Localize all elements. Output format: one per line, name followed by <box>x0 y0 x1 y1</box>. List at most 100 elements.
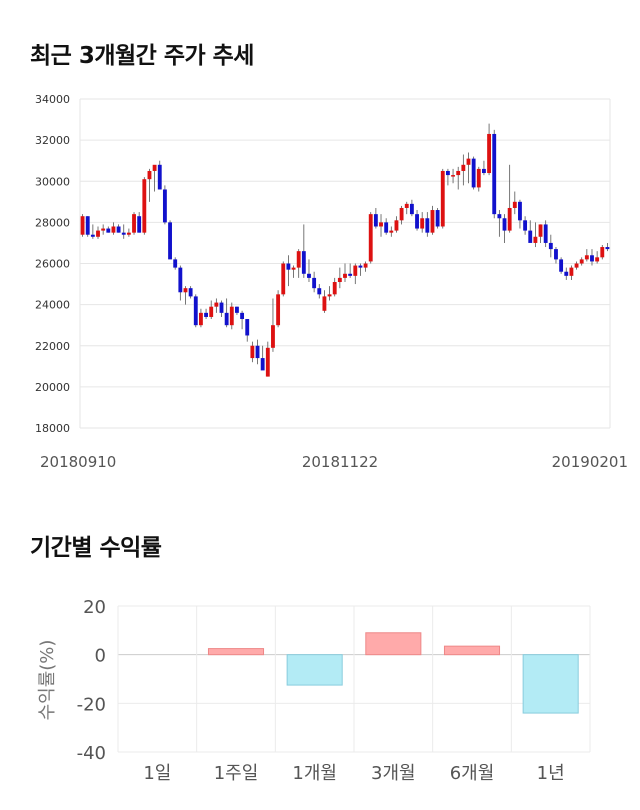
candle-body <box>296 251 301 268</box>
candle-body <box>358 265 363 268</box>
candle-body <box>245 319 250 336</box>
candlestick-y-tick-label: 18000 <box>35 422 70 435</box>
candle-body <box>183 288 188 293</box>
candle <box>188 286 193 299</box>
candle-body <box>307 273 311 278</box>
candle <box>461 154 466 186</box>
candle-body <box>142 179 147 233</box>
candle <box>271 298 275 352</box>
candle <box>240 310 245 330</box>
candle-body <box>538 224 543 237</box>
candle-body <box>399 207 404 221</box>
candle-body <box>224 312 229 326</box>
candle <box>198 308 203 328</box>
candle-body <box>368 214 373 262</box>
returns-x-tick-label: 6개월 <box>450 763 495 784</box>
candle-body <box>209 306 214 317</box>
candle-body <box>265 347 270 377</box>
candle <box>152 164 157 192</box>
candle-body <box>435 210 440 227</box>
candlestick-y-tick-label: 28000 <box>35 216 70 229</box>
candle <box>394 216 399 233</box>
candlestick-y-tick-label: 22000 <box>35 340 70 353</box>
candle-body <box>337 277 342 283</box>
candle <box>126 228 131 237</box>
candle-body <box>111 226 116 233</box>
candle-body <box>332 282 337 295</box>
candle-body <box>394 220 399 231</box>
candle-body <box>193 296 198 326</box>
candle <box>533 222 538 248</box>
returns-x-tick-label: 1개월 <box>292 763 337 784</box>
candle-body <box>451 175 455 177</box>
returns-y-axis-label: 수익률(%) <box>37 640 58 721</box>
returns-x-tick-label: 1년 <box>537 763 565 784</box>
candle <box>337 267 342 289</box>
candle <box>595 251 600 264</box>
candle <box>327 286 332 301</box>
candle <box>569 265 574 280</box>
candle-body <box>430 210 435 233</box>
candle-body <box>564 271 569 276</box>
candle <box>415 210 419 231</box>
candle <box>322 290 327 313</box>
candle-body <box>425 218 430 233</box>
candle <box>507 164 512 233</box>
candle-body <box>327 294 332 297</box>
candle <box>512 191 517 215</box>
candle <box>548 234 553 258</box>
candlestick-y-tick-label: 20000 <box>35 381 70 394</box>
candle <box>281 261 286 297</box>
candle-body <box>404 203 409 208</box>
candle-body <box>312 277 317 289</box>
candle-body <box>271 325 275 348</box>
candle <box>85 216 90 237</box>
candle <box>312 271 317 293</box>
candle-body <box>219 302 224 313</box>
candle-body <box>188 288 193 297</box>
candle <box>80 214 85 237</box>
candle-body <box>121 232 126 235</box>
returns-bar <box>207 648 265 656</box>
candle <box>528 220 533 243</box>
candle-body <box>543 224 548 243</box>
returns-y-tick-label: -40 <box>77 743 106 764</box>
candle-body <box>106 228 111 233</box>
candle-body <box>301 251 306 274</box>
candle <box>291 265 296 278</box>
candle <box>404 201 409 215</box>
candle-body <box>384 222 389 233</box>
candle <box>162 185 167 225</box>
candlestick-chart-title: 최근 3개월간 주가 추세 <box>30 43 254 69</box>
candle-body <box>533 236 538 243</box>
candle <box>265 341 270 377</box>
candle <box>90 224 95 239</box>
candle-body <box>317 288 322 295</box>
candle-body <box>574 263 579 268</box>
candle <box>590 249 594 266</box>
candle <box>214 298 219 313</box>
candle-body <box>147 170 152 180</box>
candlestick-y-tick-label: 32000 <box>35 134 70 147</box>
candle-body <box>482 168 486 174</box>
candle-body <box>409 203 414 215</box>
returns-chart-title: 기간별 수익률 <box>30 535 162 561</box>
returns-bar <box>522 654 579 714</box>
candlestick-y-tick-label: 34000 <box>35 93 70 106</box>
candle-body <box>178 267 183 293</box>
candle-body <box>126 232 131 235</box>
candlestick-x-tick-label: 20181122 <box>302 453 378 471</box>
candle <box>518 199 522 229</box>
candle-body <box>157 164 162 190</box>
candle <box>255 339 260 365</box>
candle-body <box>584 255 589 260</box>
candle-body <box>507 207 512 231</box>
candle <box>492 129 497 219</box>
candle <box>286 255 291 287</box>
returns-bar <box>365 632 422 656</box>
candle-body <box>579 259 584 264</box>
candle <box>343 263 347 283</box>
candle <box>471 156 476 190</box>
candlestick-x-tick-label: 20190201 <box>552 453 628 471</box>
candle <box>219 300 224 317</box>
